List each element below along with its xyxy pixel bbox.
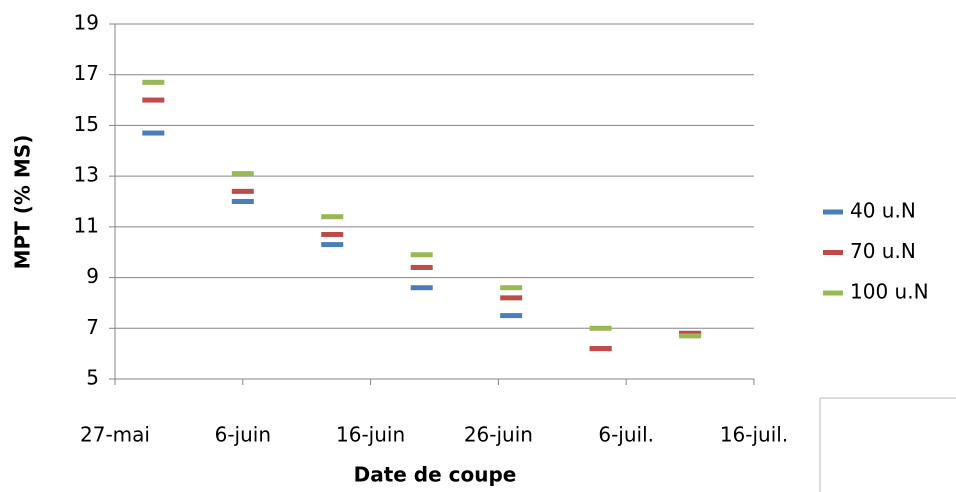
x-tick-label: 6-juin xyxy=(215,423,271,447)
point xyxy=(321,214,344,220)
point xyxy=(679,333,702,339)
point xyxy=(589,325,612,331)
point xyxy=(231,199,254,204)
point xyxy=(142,97,165,103)
x-axis-title: Date de coupe xyxy=(354,463,517,487)
y-axis-title: MPT (% MS) xyxy=(11,135,35,270)
point xyxy=(500,285,523,291)
point xyxy=(500,295,523,301)
y-tick-label: 17 xyxy=(74,61,99,85)
y-tick-label: 15 xyxy=(74,112,99,136)
point xyxy=(321,242,344,248)
x-tick-label: 16-juin xyxy=(336,423,405,447)
point xyxy=(321,231,344,237)
y-tick-label: 11 xyxy=(74,213,99,237)
y-tick-label: 5 xyxy=(86,366,99,390)
point xyxy=(231,188,254,194)
legend-label: 100 u.N xyxy=(850,280,929,304)
point xyxy=(410,285,433,291)
point xyxy=(410,264,433,270)
y-tick-label: 7 xyxy=(86,315,99,339)
point xyxy=(500,313,523,319)
x-tick-label: 26-juin xyxy=(464,423,533,447)
y-tick-label: 13 xyxy=(74,163,99,187)
point xyxy=(589,346,612,352)
point xyxy=(410,252,433,258)
point xyxy=(679,330,702,336)
legend-swatch xyxy=(823,250,843,255)
point xyxy=(142,79,165,85)
legend-label: 40 u.N xyxy=(850,199,916,223)
point xyxy=(142,130,165,136)
y-tick-label: 9 xyxy=(86,264,99,288)
empty-box xyxy=(819,397,956,492)
legend-label: 70 u.N xyxy=(850,239,916,263)
x-tick-label: 6-juil. xyxy=(598,423,654,447)
x-tick-label: 27-mai xyxy=(80,423,150,447)
legend-swatch xyxy=(823,290,843,296)
y-tick-label: 19 xyxy=(74,11,99,35)
legend-swatch xyxy=(823,209,843,215)
point xyxy=(231,171,254,177)
x-tick-label: 16-juil. xyxy=(720,423,788,447)
